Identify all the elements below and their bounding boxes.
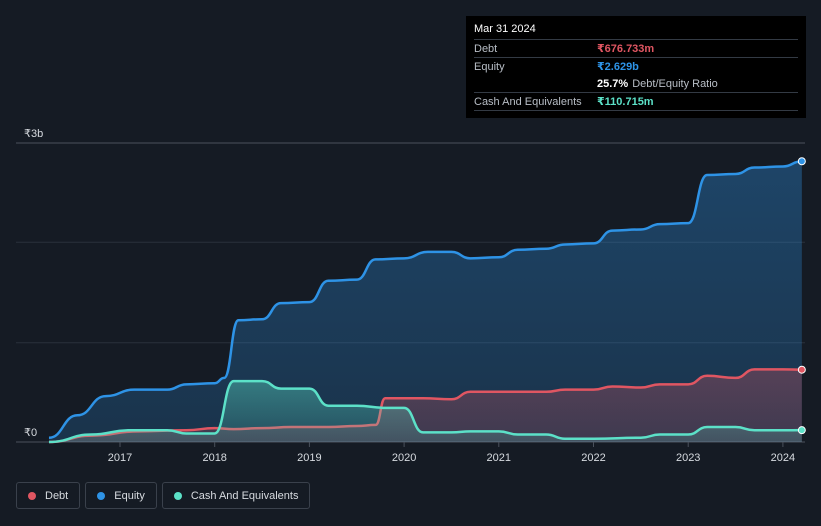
x-tick-label-2021: 2021 [487, 452, 511, 464]
tooltip-ratio-value: 25.7% [597, 77, 629, 90]
x-tick-label-2023: 2023 [676, 452, 700, 464]
legend-label-cash: Cash And Equivalents [190, 489, 299, 502]
tooltip-row-cash: Cash And Equivalents ₹110.715m [474, 92, 798, 111]
y-tick-label-0: ₹0 [24, 427, 37, 439]
legend-dot-equity [97, 491, 106, 500]
tooltip-date: Mar 31 2024 [474, 23, 536, 35]
x-tick-label-2017: 2017 [108, 452, 132, 464]
legend-label-equity: Equity [114, 489, 145, 502]
x-tick-label-2020: 2020 [392, 452, 416, 464]
cash-end-marker [797, 426, 806, 435]
legend-item-debt[interactable]: Debt [16, 482, 81, 509]
x-tick-label-2019: 2019 [297, 452, 321, 464]
debt-end-marker [797, 365, 806, 374]
tooltip-row-ratio: 25.7% Debt/Equity Ratio [474, 75, 798, 92]
tooltip-equity-value: ₹2.629b [597, 61, 639, 73]
tooltip-equity-label: Equity [474, 60, 505, 73]
tooltip-row-equity: Equity ₹2.629b [474, 57, 798, 75]
equity-end-marker [797, 157, 806, 166]
tooltip-debt-label: Debt [474, 42, 498, 55]
x-tick-label-2022: 2022 [581, 452, 605, 464]
equity-line [48, 160, 802, 439]
legend-dot-debt [28, 491, 36, 500]
x-tick-label-2024: 2024 [771, 452, 795, 464]
tooltip-panel: Mar 31 2024 Debt ₹676.733m Equity ₹2.629… [466, 16, 806, 118]
tooltip-cash-label: Cash And Equivalents [474, 95, 582, 108]
tooltip-cash-value: ₹110.715m [597, 96, 654, 108]
legend-dot-cash [173, 491, 182, 500]
legend: Debt Equity Cash And Equivalents [16, 482, 311, 509]
tooltip-ratio-label: Debt/Equity Ratio [632, 77, 718, 90]
tooltip-debt-value: ₹676.733m [597, 43, 655, 55]
legend-label-debt: Debt [45, 489, 69, 502]
x-tick-label-2018: 2018 [202, 452, 226, 464]
legend-item-cash[interactable]: Cash And Equivalents [161, 482, 311, 509]
y-tick-label-1: ₹3b [24, 128, 43, 140]
tooltip-row-debt: Debt ₹676.733m [474, 39, 798, 57]
cash-line [48, 379, 802, 444]
cash-area [48, 381, 802, 442]
legend-item-equity[interactable]: Equity [85, 482, 157, 509]
